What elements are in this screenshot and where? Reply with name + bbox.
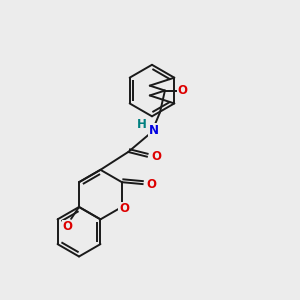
Text: N: N bbox=[149, 124, 159, 137]
Text: H: H bbox=[137, 118, 147, 131]
Text: O: O bbox=[62, 220, 72, 233]
Text: O: O bbox=[178, 84, 188, 97]
Text: O: O bbox=[147, 178, 157, 191]
Text: O: O bbox=[151, 150, 161, 164]
Text: O: O bbox=[119, 202, 129, 215]
